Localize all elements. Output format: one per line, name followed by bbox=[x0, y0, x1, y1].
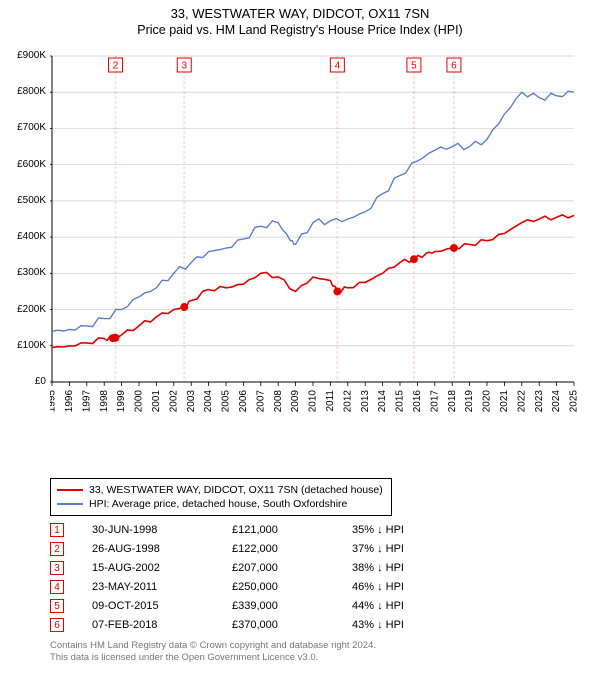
y-tick-label: £500K bbox=[4, 195, 46, 206]
sale-price: £207,000 bbox=[232, 562, 352, 574]
footer-line-1: Contains HM Land Registry data © Crown c… bbox=[50, 640, 376, 652]
table-row: 1 30-JUN-1998£121,00035% ↓ HPI bbox=[50, 520, 472, 539]
svg-text:2022: 2022 bbox=[516, 390, 527, 413]
sale-date: 15-AUG-2002 bbox=[92, 562, 232, 574]
svg-text:2005: 2005 bbox=[221, 390, 232, 413]
y-tick-label: £0 bbox=[4, 376, 46, 387]
svg-text:2025: 2025 bbox=[569, 390, 580, 413]
legend-label: 33, WESTWATER WAY, DIDCOT, OX11 7SN (det… bbox=[89, 484, 383, 496]
svg-text:1996: 1996 bbox=[64, 390, 75, 413]
sale-delta: 38% ↓ HPI bbox=[352, 562, 472, 574]
y-tick-label: £700K bbox=[4, 122, 46, 133]
sale-date: 26-AUG-1998 bbox=[92, 543, 232, 555]
sales-table: 1 30-JUN-1998£121,00035% ↓ HPI 2 26-AUG-199… bbox=[50, 520, 472, 634]
svg-text:2008: 2008 bbox=[273, 390, 284, 413]
footer-attribution: Contains HM Land Registry data © Crown c… bbox=[50, 640, 376, 664]
footer-line-2: This data is licensed under the Open Gov… bbox=[50, 652, 376, 664]
y-tick-label: £300K bbox=[4, 267, 46, 278]
sale-price: £339,000 bbox=[232, 600, 352, 612]
table-row: 3 15-AUG-2002£207,00038% ↓ HPI bbox=[50, 558, 472, 577]
sale-date: 09-OCT-2015 bbox=[92, 600, 232, 612]
sale-number-badge: 2 bbox=[50, 542, 64, 556]
svg-text:3: 3 bbox=[181, 61, 187, 72]
chart: 2 3 4 5 6 1995 1996 1997 1998 1999 2000 2001 2002 200… bbox=[50, 50, 580, 430]
legend-swatch bbox=[57, 503, 83, 505]
y-tick-label: £200K bbox=[4, 304, 46, 315]
table-row: 5 09-OCT-2015£339,00044% ↓ HPI bbox=[50, 596, 472, 615]
svg-text:2006: 2006 bbox=[238, 390, 249, 413]
y-tick-label: £900K bbox=[4, 50, 46, 61]
svg-text:2009: 2009 bbox=[290, 390, 301, 413]
legend: 33, WESTWATER WAY, DIDCOT, OX11 7SN (det… bbox=[50, 478, 392, 516]
sale-price: £121,000 bbox=[232, 524, 352, 536]
svg-text:2: 2 bbox=[113, 61, 119, 72]
y-tick-label: £400K bbox=[4, 231, 46, 242]
svg-text:2011: 2011 bbox=[325, 390, 336, 412]
svg-text:2021: 2021 bbox=[499, 390, 510, 413]
svg-text:2002: 2002 bbox=[168, 390, 179, 413]
table-row: 2 26-AUG-1998£122,00037% ↓ HPI bbox=[50, 539, 472, 558]
sale-number-badge: 1 bbox=[50, 523, 64, 537]
chart-title-1: 33, WESTWATER WAY, DIDCOT, OX11 7SN bbox=[0, 6, 600, 21]
svg-text:2010: 2010 bbox=[308, 390, 319, 413]
svg-text:2016: 2016 bbox=[412, 390, 423, 413]
svg-text:1999: 1999 bbox=[116, 390, 127, 413]
table-row: 4 23-MAY-2011£250,00046% ↓ HPI bbox=[50, 577, 472, 596]
svg-text:2023: 2023 bbox=[534, 390, 545, 413]
svg-text:2000: 2000 bbox=[134, 390, 145, 413]
sale-number-badge: 3 bbox=[50, 561, 64, 575]
table-row: 6 07-FEB-2018£370,00043% ↓ HPI bbox=[50, 615, 472, 634]
svg-text:1997: 1997 bbox=[81, 390, 92, 413]
sale-number-badge: 4 bbox=[50, 580, 64, 594]
y-tick-label: £800K bbox=[4, 86, 46, 97]
chart-title-block: 33, WESTWATER WAY, DIDCOT, OX11 7SN Pric… bbox=[0, 0, 600, 39]
sale-delta: 43% ↓ HPI bbox=[352, 619, 472, 631]
sale-number-badge: 5 bbox=[50, 599, 64, 613]
legend-item: HPI: Average price, detached house, Sout… bbox=[57, 497, 383, 511]
svg-text:2020: 2020 bbox=[482, 390, 493, 413]
sale-price: £122,000 bbox=[232, 543, 352, 555]
svg-text:2012: 2012 bbox=[342, 390, 353, 413]
sale-price: £250,000 bbox=[232, 581, 352, 593]
svg-text:2001: 2001 bbox=[151, 390, 162, 413]
sale-date: 07-FEB-2018 bbox=[92, 619, 232, 631]
svg-text:1995: 1995 bbox=[50, 390, 58, 413]
legend-label: HPI: Average price, detached house, Sout… bbox=[89, 498, 347, 510]
sale-date: 23-MAY-2011 bbox=[92, 581, 232, 593]
svg-text:2004: 2004 bbox=[203, 390, 214, 413]
legend-swatch bbox=[57, 489, 83, 491]
svg-text:6: 6 bbox=[451, 61, 457, 72]
y-tick-label: £100K bbox=[4, 340, 46, 351]
svg-text:4: 4 bbox=[335, 61, 341, 72]
sale-price: £370,000 bbox=[232, 619, 352, 631]
sale-delta: 37% ↓ HPI bbox=[352, 543, 472, 555]
svg-text:5: 5 bbox=[411, 61, 417, 72]
y-tick-label: £600K bbox=[4, 159, 46, 170]
svg-text:2024: 2024 bbox=[551, 390, 562, 413]
svg-text:2018: 2018 bbox=[447, 390, 458, 413]
svg-text:2014: 2014 bbox=[377, 390, 388, 413]
sale-delta: 44% ↓ HPI bbox=[352, 600, 472, 612]
sale-date: 30-JUN-1998 bbox=[92, 524, 232, 536]
svg-text:2017: 2017 bbox=[429, 390, 440, 413]
svg-text:1998: 1998 bbox=[99, 390, 110, 413]
svg-text:2019: 2019 bbox=[464, 390, 475, 413]
svg-text:2015: 2015 bbox=[395, 390, 406, 413]
chart-title-2: Price paid vs. HM Land Registry's House … bbox=[0, 23, 600, 37]
legend-item: 33, WESTWATER WAY, DIDCOT, OX11 7SN (det… bbox=[57, 483, 383, 497]
svg-text:2013: 2013 bbox=[360, 390, 371, 413]
svg-text:2003: 2003 bbox=[186, 390, 197, 413]
sale-number-badge: 6 bbox=[50, 618, 64, 632]
svg-text:2007: 2007 bbox=[255, 390, 266, 413]
sale-delta: 35% ↓ HPI bbox=[352, 524, 472, 536]
sale-delta: 46% ↓ HPI bbox=[352, 581, 472, 593]
